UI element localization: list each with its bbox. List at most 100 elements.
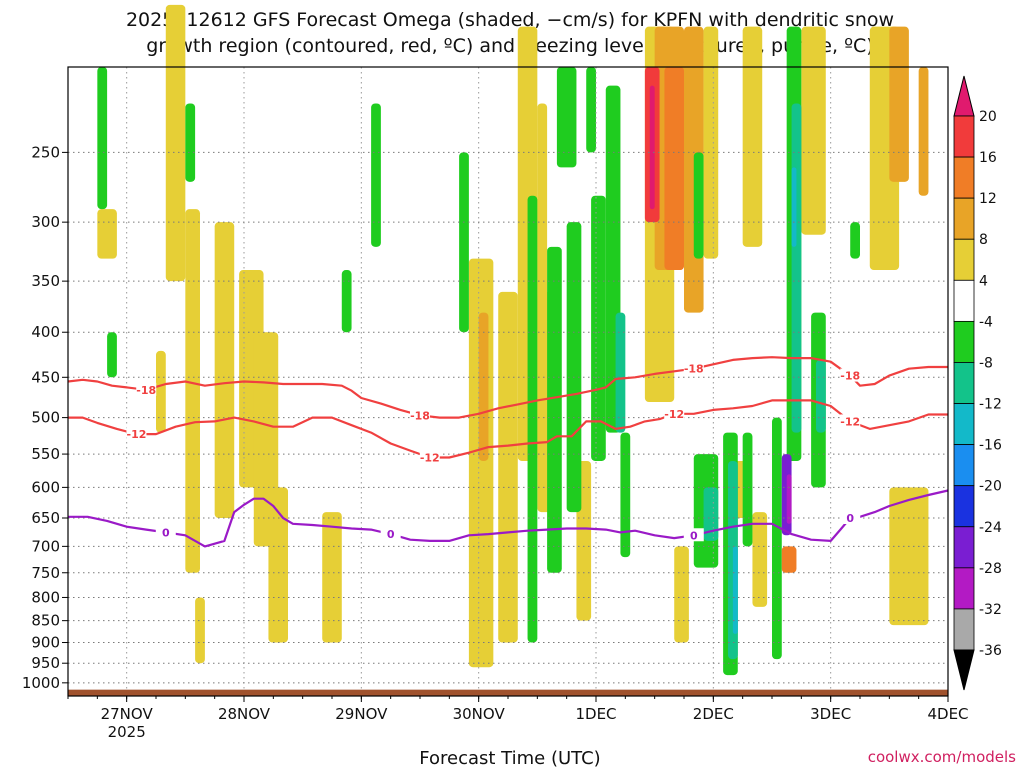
y-tick-label: 250 — [31, 143, 60, 161]
omega-patch — [850, 222, 860, 259]
omega-patch — [816, 359, 826, 433]
colorbar-bin — [953, 320, 975, 363]
omega-patch — [195, 597, 205, 664]
contour-label: -18 — [840, 370, 860, 383]
omega-patch — [918, 67, 929, 196]
omega-patch — [478, 312, 489, 461]
contour-label-bg — [683, 528, 704, 542]
colorbar-bin — [953, 115, 975, 158]
colorbar-tick-label: 4 — [979, 273, 988, 289]
colorbar-bin — [953, 238, 975, 281]
colorbar-tick-label: -32 — [979, 602, 1002, 618]
omega-patch — [615, 312, 626, 433]
omega-patch — [732, 546, 738, 634]
omega-patch — [772, 417, 782, 660]
contour-label-bg — [664, 406, 685, 420]
omega-patch — [591, 195, 606, 461]
omega-patch — [547, 246, 562, 573]
omega-patch — [498, 291, 518, 643]
omega-patch — [586, 67, 596, 153]
omega-patch — [185, 209, 200, 573]
omega-patch — [527, 195, 538, 643]
colorbar-bin — [953, 526, 975, 569]
chart-title-line-2: growth region (contoured, red, ºC) and f… — [146, 35, 873, 57]
ground-surface — [68, 689, 948, 696]
y-tick-label: 350 — [31, 272, 60, 290]
contour-0 — [68, 489, 949, 548]
omega-patch — [459, 152, 469, 333]
x-tick-label: 27NOV — [101, 705, 154, 723]
y-tick-label: 800 — [31, 588, 60, 606]
contour-label: 0 — [690, 529, 698, 542]
omega-patch — [649, 85, 655, 210]
grid-lines — [68, 67, 948, 696]
omega-patch — [322, 512, 342, 643]
omega-shading — [97, 4, 929, 676]
colorbar-top-arrow — [953, 75, 975, 117]
colorbar-tick-label: -28 — [979, 561, 1002, 577]
y-tick-label: 700 — [31, 537, 60, 555]
y-tick-label: 900 — [31, 634, 60, 652]
contour-label: -12 — [420, 452, 440, 465]
x-tick-label: 30NOV — [453, 705, 506, 723]
contour--12 — [68, 399, 948, 459]
contour-label-bg — [136, 382, 157, 396]
omega-patch — [214, 222, 235, 519]
ground-band — [68, 689, 948, 696]
y-tick-label: 650 — [31, 509, 60, 527]
omega-patch — [620, 432, 631, 558]
contour-label: -18 — [684, 363, 704, 376]
x-tick-label: 29NOV — [335, 705, 388, 723]
omega-patch — [165, 4, 186, 282]
omega-patch — [185, 103, 196, 182]
y-tick-label: 950 — [31, 654, 60, 672]
omega-patch — [156, 350, 166, 433]
x-tick-label: 28NOV — [218, 705, 271, 723]
contour-label: -12 — [127, 428, 147, 441]
y-tick-label: 400 — [31, 323, 60, 341]
contour-label: 0 — [162, 526, 170, 539]
colorbar-bin — [953, 403, 975, 446]
omega-patch — [801, 26, 826, 235]
colorbar-bin — [953, 279, 975, 322]
contour--18 — [67, 356, 948, 419]
x-tick-label: 1DEC — [575, 705, 616, 723]
contour-label-bg — [380, 527, 401, 541]
colorbar-bin — [953, 567, 975, 610]
omega-patch — [107, 332, 117, 378]
colorbar-bin — [953, 362, 975, 404]
contour-label-bg — [410, 408, 430, 422]
colorbar-tick-label: 16 — [979, 150, 997, 166]
omega-patch — [742, 432, 753, 547]
x-tick-label: 2DEC — [693, 705, 734, 723]
y-tick-label: 600 — [31, 478, 60, 496]
contour-label-bg — [419, 450, 440, 464]
omega-patch — [693, 152, 704, 259]
colorbar-tick-label: -20 — [979, 479, 1002, 495]
omega-patch — [752, 512, 768, 607]
colorbar-tick-label: -16 — [979, 438, 1002, 454]
omega-patch — [889, 26, 909, 182]
contour-label: -12 — [840, 415, 860, 428]
omega-patch — [786, 474, 792, 524]
omega-patch — [703, 487, 719, 541]
y-tick-label: 550 — [31, 445, 60, 463]
colorbar-tick-label: 20 — [979, 109, 997, 125]
contour-label-bg — [683, 361, 704, 375]
colorbar: 20 16 12 8 4 -4 -8 -12 -16 -20 -24 -28 -32 -36 — [953, 75, 1002, 691]
omega-patch — [703, 26, 719, 259]
contour-lines: -18 -18 -18 -18 -12 -12 -12 -12 0 0 0 0 — [67, 356, 949, 548]
omega-patch — [781, 546, 797, 573]
colorbar-tick-label: -4 — [979, 314, 993, 330]
colorbar-tick-label: 12 — [979, 191, 997, 207]
omega-patch — [889, 487, 929, 626]
y-tick-label: 1000 — [22, 674, 60, 692]
omega-patch — [268, 487, 288, 643]
omega-patch — [97, 67, 108, 210]
colorbar-bin — [953, 485, 975, 528]
colorbar-tick-label: -24 — [979, 520, 1002, 536]
colorbar-tick-label: -8 — [979, 355, 993, 371]
y-tick-label: 500 — [31, 409, 60, 427]
